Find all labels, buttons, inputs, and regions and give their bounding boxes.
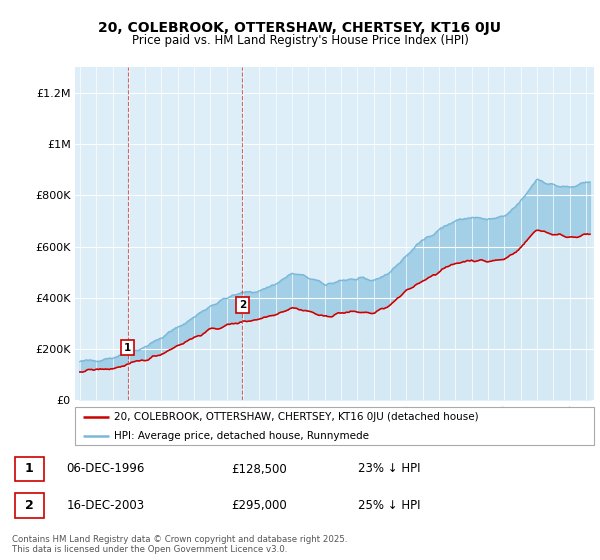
Text: 20, COLEBROOK, OTTERSHAW, CHERTSEY, KT16 0JU (detached house): 20, COLEBROOK, OTTERSHAW, CHERTSEY, KT16… bbox=[114, 412, 479, 422]
Text: £295,000: £295,000 bbox=[231, 499, 287, 512]
Text: HPI: Average price, detached house, Runnymede: HPI: Average price, detached house, Runn… bbox=[114, 431, 369, 441]
Text: 20, COLEBROOK, OTTERSHAW, CHERTSEY, KT16 0JU: 20, COLEBROOK, OTTERSHAW, CHERTSEY, KT16… bbox=[98, 21, 502, 35]
FancyBboxPatch shape bbox=[15, 457, 44, 481]
FancyBboxPatch shape bbox=[15, 493, 44, 517]
Text: 2: 2 bbox=[25, 499, 34, 512]
Text: 25% ↓ HPI: 25% ↓ HPI bbox=[358, 499, 420, 512]
Text: £128,500: £128,500 bbox=[231, 463, 287, 475]
Text: 06-DEC-1996: 06-DEC-1996 bbox=[67, 463, 145, 475]
Text: 16-DEC-2003: 16-DEC-2003 bbox=[67, 499, 145, 512]
FancyBboxPatch shape bbox=[75, 407, 594, 445]
Text: 2: 2 bbox=[239, 300, 246, 310]
Text: 1: 1 bbox=[124, 343, 131, 353]
Text: 23% ↓ HPI: 23% ↓ HPI bbox=[358, 463, 420, 475]
Text: 1: 1 bbox=[25, 463, 34, 475]
Text: Price paid vs. HM Land Registry's House Price Index (HPI): Price paid vs. HM Land Registry's House … bbox=[131, 34, 469, 46]
Text: Contains HM Land Registry data © Crown copyright and database right 2025.
This d: Contains HM Land Registry data © Crown c… bbox=[12, 535, 347, 554]
